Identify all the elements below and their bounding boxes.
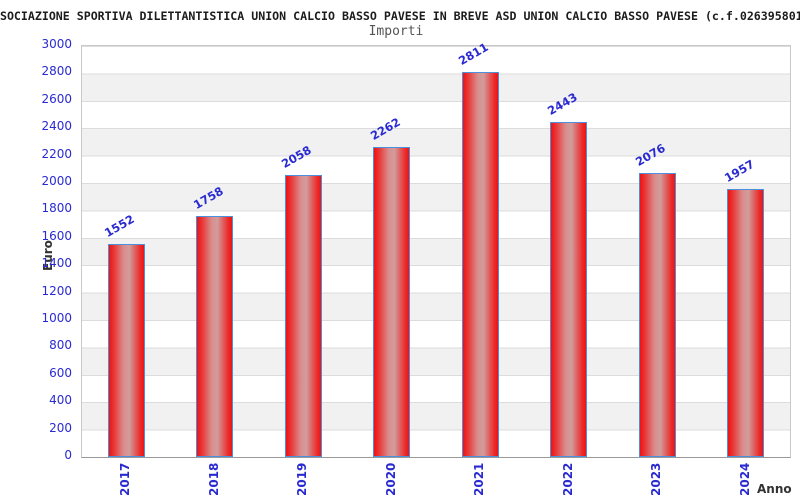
chart-title-clip: ASSOCIAZIONE SPORTIVA DILETTANTISTICA UN… [0, 5, 800, 23]
bar-value-label: 2058 [279, 142, 314, 171]
y-axis-tick-label: 1000 [41, 311, 72, 325]
y-axis-tick-label: 600 [49, 365, 72, 380]
bar-value-label: 2811 [456, 39, 491, 68]
y-axis-tick-label: 1400 [41, 256, 72, 271]
x-axis-tick-label: 2024 [737, 462, 752, 496]
x-axis-tick-label: 2018 [206, 462, 221, 496]
y-axis-tick-label: 3000 [41, 37, 72, 51]
y-axis-tick-label: 1800 [41, 201, 72, 216]
y-axis-tick-label: 1200 [41, 283, 72, 298]
x-axis-tick-label: 2022 [560, 462, 575, 496]
x-axis-tick-label: 2019 [295, 462, 310, 496]
y-axis-tick-label: 2200 [41, 146, 72, 161]
y-axis-tick-label: 2800 [41, 64, 72, 79]
y-axis-tick-label: 800 [49, 338, 72, 353]
bar [638, 173, 676, 457]
x-axis-tick-label: 2017 [118, 462, 133, 496]
x-axis-tick-label: 2020 [383, 462, 398, 496]
chart-title: ASSOCIAZIONE SPORTIVA DILETTANTISTICA UN… [0, 9, 800, 23]
y-axis-tick-label: 200 [49, 420, 72, 435]
bar-value-label: 2443 [544, 89, 580, 118]
bar-value-label: 1957 [721, 156, 757, 185]
bar [196, 216, 234, 457]
bar-value-label: 2076 [633, 140, 668, 169]
bar [727, 189, 765, 457]
y-axis-tick-label: 400 [49, 393, 72, 408]
y-axis-tick-label: 2000 [41, 174, 72, 188]
bar-value-label: 2262 [367, 114, 403, 143]
y-axis-tick-label: 2600 [41, 91, 72, 106]
bar [284, 175, 322, 457]
bar-value-label: 1552 [102, 211, 137, 240]
bar [461, 72, 499, 457]
y-axis-tick-label: 1600 [41, 228, 72, 243]
bar [107, 244, 145, 457]
bar [373, 147, 411, 457]
x-axis-title: Anno [757, 482, 792, 496]
bar [550, 122, 588, 457]
x-axis-tick-label: 2021 [472, 462, 487, 496]
chart-subtitle: Importi [368, 24, 424, 39]
plot-area: 1552 1758 2058 2262 2811 2443 2076 1957 [81, 40, 791, 458]
y-axis-tick-label: 2400 [41, 119, 72, 134]
y-axis-tick-label: 0 [64, 448, 72, 462]
bar-value-label: 1758 [190, 183, 226, 212]
x-axis-tick-label: 2023 [649, 462, 664, 496]
